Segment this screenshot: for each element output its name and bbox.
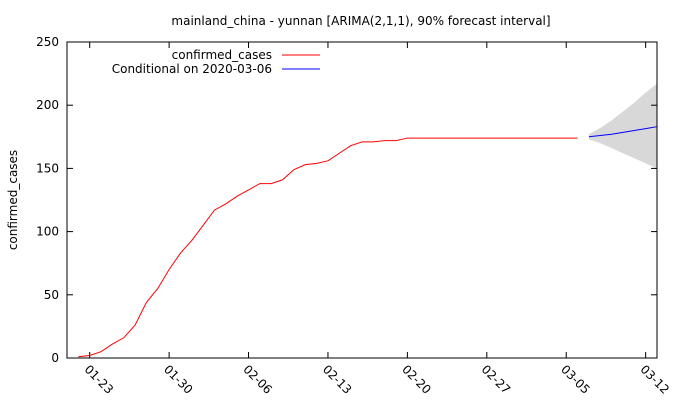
legend-label-0: confirmed_cases bbox=[172, 48, 272, 62]
series-line-1 bbox=[588, 126, 658, 138]
y-tick-label: 150 bbox=[36, 161, 59, 175]
forecast-interval-layer bbox=[588, 83, 657, 169]
x-tick-label: 03-12 bbox=[638, 362, 673, 397]
y-tick-label: 200 bbox=[36, 98, 59, 112]
plot-frame bbox=[66, 41, 658, 359]
x-tick-label: 02-27 bbox=[479, 362, 514, 397]
x-tick-label: 02-20 bbox=[399, 362, 434, 397]
y-tick-label: 0 bbox=[51, 351, 59, 365]
x-tick-label: 01-23 bbox=[82, 362, 117, 397]
chart-title: mainland_china - yunnan [ARIMA(2,1,1), 9… bbox=[171, 14, 550, 28]
series-layer bbox=[78, 126, 658, 358]
y-axis: 0 50 100 150 200 250 bbox=[36, 35, 657, 365]
x-axis: 01-23 01-30 02-06 02-13 02-20 02-27 03-05 03-12 bbox=[82, 42, 673, 397]
y-tick-label: 250 bbox=[36, 35, 59, 49]
x-tick-label: 02-13 bbox=[320, 362, 355, 397]
series-line-0 bbox=[78, 137, 578, 358]
forecast-interval-band bbox=[588, 83, 657, 169]
x-tick-label: 02-06 bbox=[240, 362, 275, 397]
y-tick-label: 100 bbox=[36, 225, 59, 239]
x-tick-label: 01-30 bbox=[161, 362, 196, 397]
y-tick-label: 50 bbox=[44, 288, 59, 302]
legend-label-1: Conditional on 2020-03-06 bbox=[112, 62, 272, 76]
y-axis-label: confirmed_cases bbox=[6, 150, 20, 250]
x-tick-label: 03-05 bbox=[558, 362, 593, 397]
